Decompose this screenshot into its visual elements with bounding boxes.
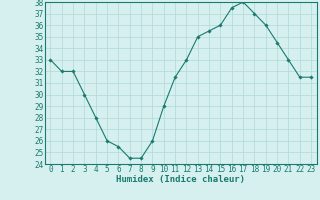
X-axis label: Humidex (Indice chaleur): Humidex (Indice chaleur) [116,175,245,184]
